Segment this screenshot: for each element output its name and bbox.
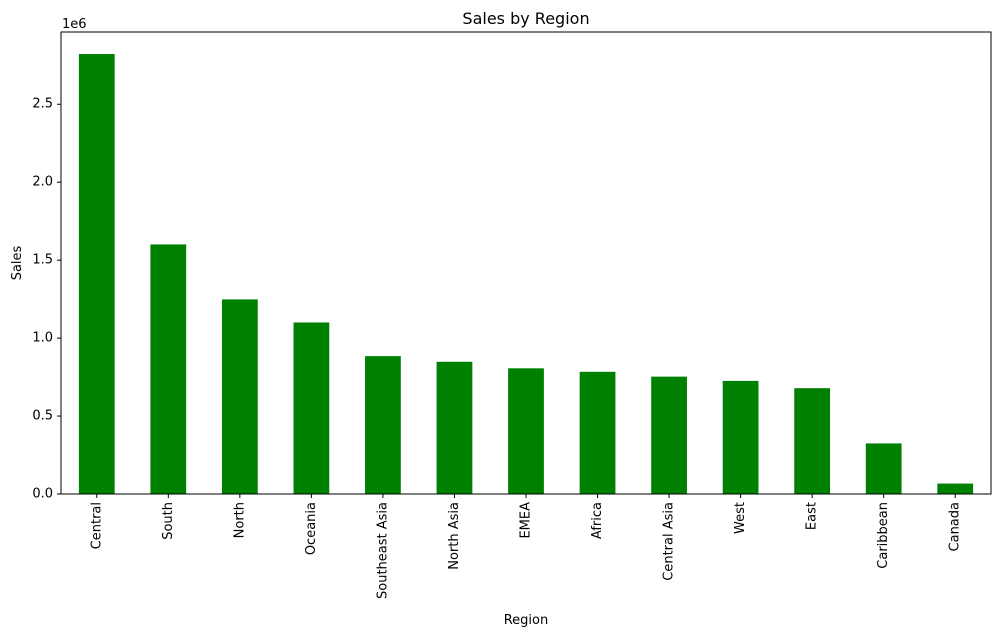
x-tick-label: North (232, 502, 247, 538)
x-tick-label: East (805, 502, 820, 530)
plot-frame (60, 31, 992, 495)
bar-emea (508, 368, 544, 494)
y-tick-label: 2.0 (32, 175, 53, 190)
y-axis-title: Sales (10, 245, 25, 280)
x-tick-label: Central Asia (662, 502, 677, 581)
chart-title: Sales by Region (462, 9, 589, 28)
y-tick-label: 1.5 (32, 253, 53, 268)
x-tick-label: Central (89, 502, 104, 549)
bars-group (78, 54, 974, 494)
x-tick-label: Southeast Asia (375, 502, 390, 599)
x-tick-label: West (733, 502, 748, 534)
bar-central-asia (651, 376, 687, 494)
x-tick-label: EMEA (519, 502, 534, 539)
x-tick-label: South (161, 502, 176, 540)
bar-southeast-asia (365, 356, 401, 494)
bar-north-asia (436, 361, 473, 494)
x-tick-label: Caribbean (876, 502, 891, 569)
bar-central (78, 54, 115, 494)
y-tick-label: 0.0 (32, 487, 53, 502)
y-offset-label: 1e6 (62, 17, 87, 32)
x-tick-label: Africa (590, 502, 605, 539)
y-tick-label: 0.5 (32, 409, 53, 424)
bar-west (722, 380, 759, 494)
x-tick-label: Oceania (304, 502, 319, 555)
bar-caribbean (865, 443, 902, 494)
x-axis-title: Region (504, 613, 549, 628)
bar-north (221, 299, 258, 494)
y-tick-label: 1.0 (32, 331, 53, 346)
bar-east (794, 388, 831, 494)
bar-canada (937, 483, 974, 494)
x-tick-label: Canada (948, 502, 963, 551)
y-tick-label: 2.5 (32, 97, 53, 112)
bar-south (150, 244, 187, 494)
bar-africa (579, 371, 616, 494)
y-axis: 0.0 0.5 1.0 1.5 2.0 2.5 (32, 97, 61, 502)
bar-oceania (293, 322, 330, 494)
x-axis: Central South North Oceania Southeast Asia No… (89, 494, 963, 599)
x-tick-label: North Asia (447, 502, 462, 570)
